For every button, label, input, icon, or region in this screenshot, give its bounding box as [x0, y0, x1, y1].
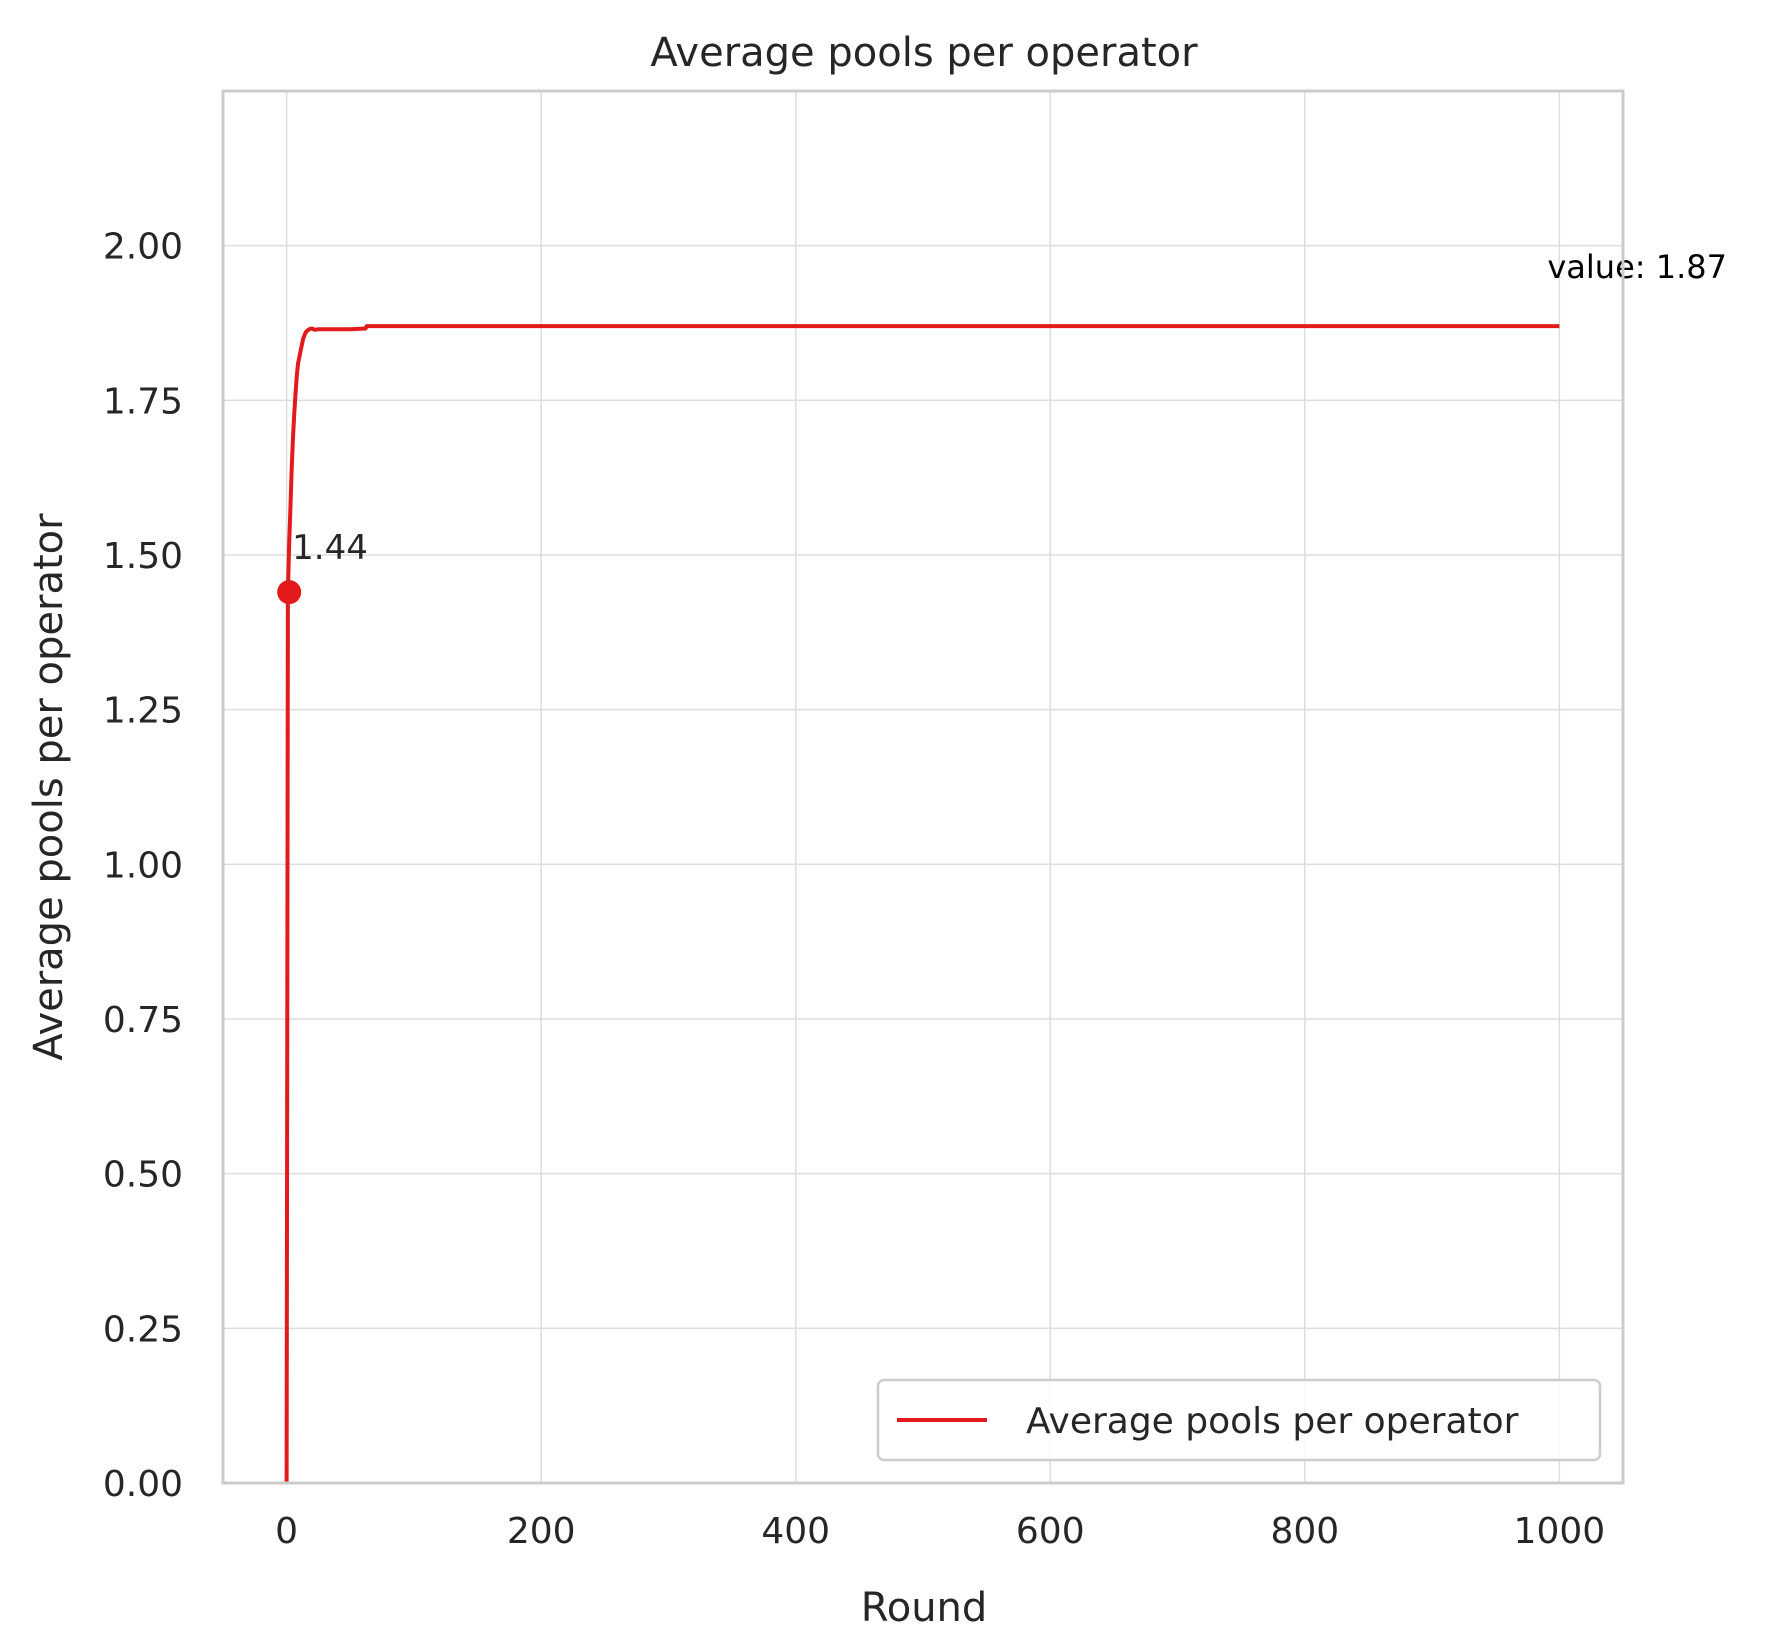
legend: Average pools per operator: [876, 1378, 1602, 1462]
x-tick-label: 200: [507, 1511, 576, 1552]
x-tick-label: 600: [1016, 1511, 1085, 1552]
x-tick-label: 1000: [1514, 1511, 1606, 1552]
x-axis-ticks: 0 200 400 600 800 1000: [275, 1511, 1605, 1552]
x-tick-label: 800: [1270, 1511, 1339, 1552]
series-line: [284, 324, 1560, 1484]
y-tick-label: 0.25: [103, 1309, 183, 1350]
series-layer: [284, 324, 1560, 1484]
plot-frame: [221, 89, 1625, 1485]
annotation-label: 1.44: [292, 528, 368, 568]
y-tick-label: 0.00: [103, 1464, 183, 1505]
legend-label: Average pools per operator: [1026, 1401, 1519, 1442]
y-tick-label: 0.75: [103, 1000, 183, 1041]
y-axis-label: Average pools per operator: [26, 513, 72, 1061]
y-tick-label: 1.00: [103, 845, 183, 886]
x-axis-label: Round: [861, 1585, 988, 1631]
x-tick-label: 400: [761, 1511, 830, 1552]
grid: [223, 91, 1623, 1484]
y-axis-ticks: 0.00 0.25 0.50 0.75 1.00 1.25 1.50 1.75 2.00: [103, 227, 183, 1505]
chart-title: Average pools per operator: [650, 30, 1198, 76]
y-tick-label: 0.50: [103, 1155, 183, 1196]
annotation-label: value: 1.87: [1547, 248, 1727, 286]
annotations: 1.44 value: 1.87: [277, 248, 1727, 605]
x-tick-label: 0: [275, 1511, 298, 1552]
y-tick-label: 1.25: [103, 691, 183, 732]
y-tick-label: 1.75: [103, 381, 183, 422]
annotation-marker: [277, 580, 302, 605]
y-tick-label: 1.50: [103, 536, 183, 577]
y-tick-label: 2.00: [103, 227, 183, 268]
legend-frame: [876, 1378, 1602, 1462]
